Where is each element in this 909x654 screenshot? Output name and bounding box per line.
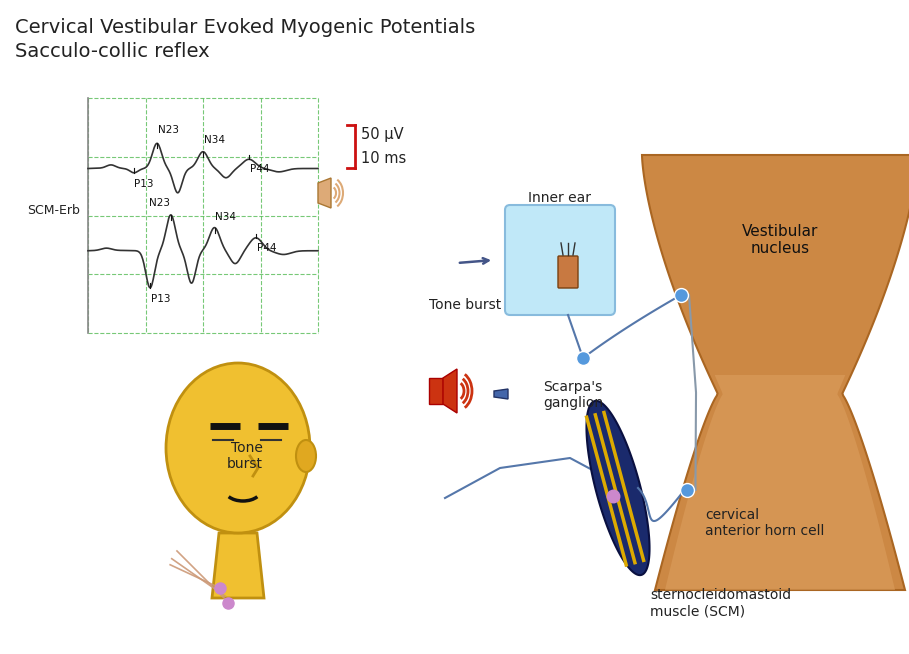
Text: N34: N34 <box>204 135 225 145</box>
Polygon shape <box>642 155 909 590</box>
Text: Tone burst: Tone burst <box>429 298 501 312</box>
Text: Sacculo-collic reflex: Sacculo-collic reflex <box>15 42 210 61</box>
Polygon shape <box>586 401 650 575</box>
Polygon shape <box>318 178 331 208</box>
Text: 10 ms: 10 ms <box>361 151 406 166</box>
Text: N23: N23 <box>158 126 179 135</box>
Polygon shape <box>665 375 895 590</box>
Text: P44: P44 <box>250 164 269 174</box>
Polygon shape <box>494 389 508 399</box>
FancyBboxPatch shape <box>505 205 615 315</box>
Polygon shape <box>429 378 443 404</box>
Text: N34: N34 <box>215 212 236 222</box>
Ellipse shape <box>296 440 316 472</box>
Text: Tone
burst: Tone burst <box>227 441 263 471</box>
Polygon shape <box>443 369 457 413</box>
Bar <box>88 98 318 333</box>
Text: sternocleidomastoid
muscle (SCM): sternocleidomastoid muscle (SCM) <box>650 588 791 618</box>
Ellipse shape <box>166 363 310 533</box>
Text: Vestibular
nucleus: Vestibular nucleus <box>742 224 818 256</box>
FancyBboxPatch shape <box>558 256 578 288</box>
Text: Cervical Vestibular Evoked Myogenic Potentials: Cervical Vestibular Evoked Myogenic Pote… <box>15 18 475 37</box>
Text: P44: P44 <box>257 243 276 253</box>
Text: 50 μV: 50 μV <box>361 127 404 142</box>
Text: Scarpa's
ganglion: Scarpa's ganglion <box>543 380 603 410</box>
Text: cervical
anterior horn cell: cervical anterior horn cell <box>705 508 824 538</box>
Text: Inner ear: Inner ear <box>528 191 592 205</box>
Polygon shape <box>212 533 264 598</box>
Text: SCM-Erb: SCM-Erb <box>27 204 80 217</box>
Text: N23: N23 <box>149 198 170 208</box>
Text: P13: P13 <box>134 179 154 189</box>
Text: P13: P13 <box>151 294 171 303</box>
